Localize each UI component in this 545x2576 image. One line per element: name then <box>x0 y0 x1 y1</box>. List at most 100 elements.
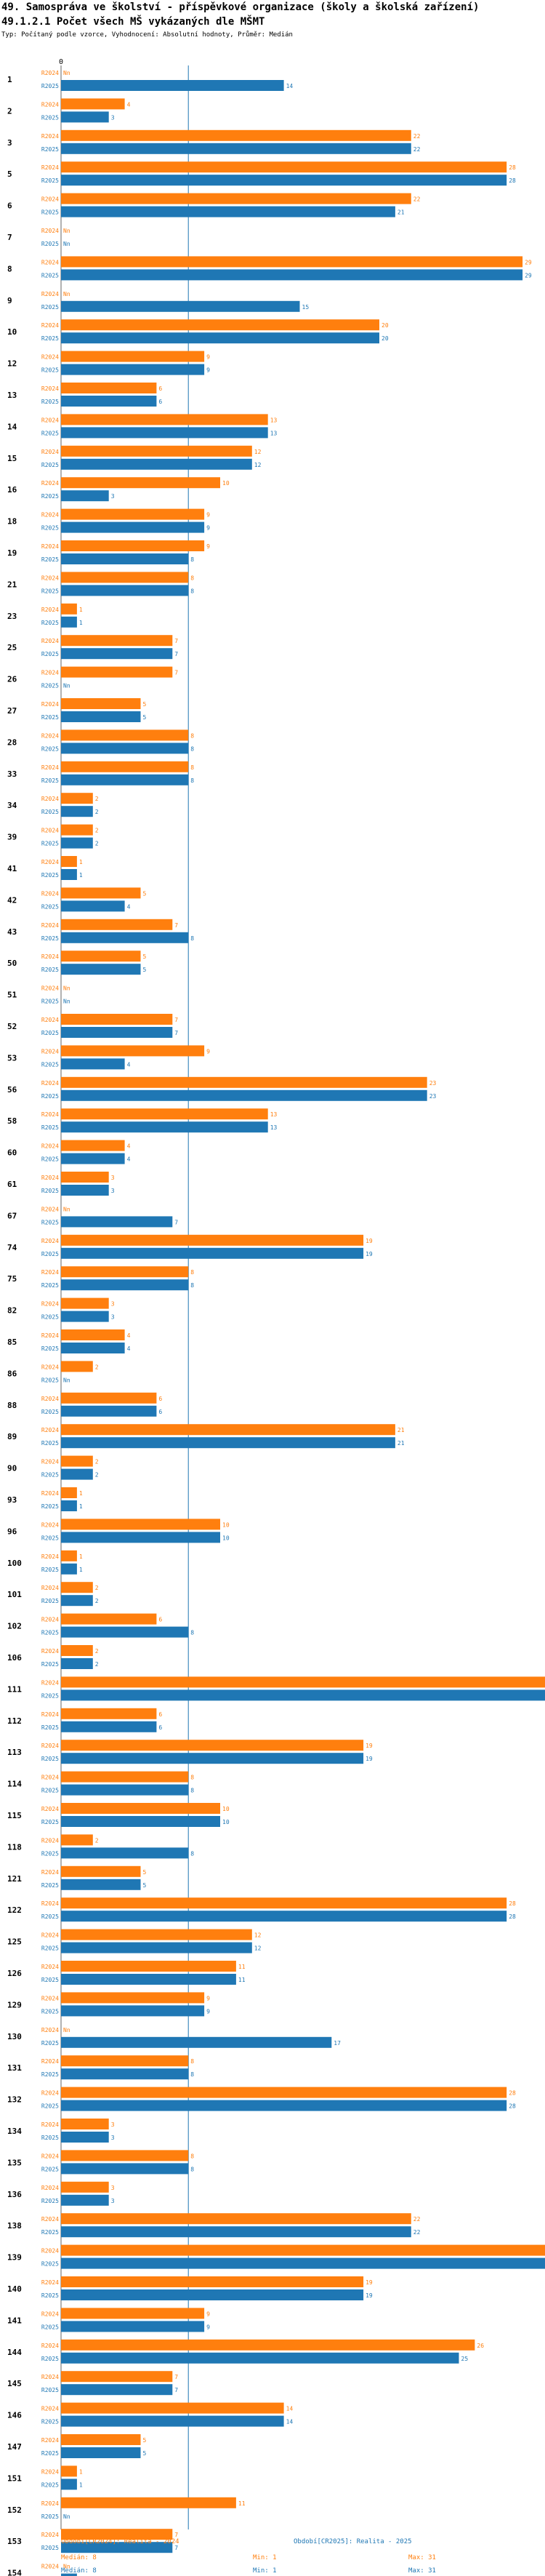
value-label-R2025: 8 <box>190 556 194 563</box>
null-value-label: Nn <box>63 241 70 247</box>
value-label-R2025: 3 <box>111 493 115 500</box>
value-label-R2025: 5 <box>143 1882 147 1889</box>
bar-R2025 <box>61 1279 189 1291</box>
bar-R2024 <box>61 2434 141 2445</box>
series-label-R2024: R2024 <box>41 1427 59 1433</box>
bar-R2024 <box>61 129 411 141</box>
bar-R2024 <box>61 2213 411 2225</box>
series-label-R2025: R2025 <box>41 1567 59 1573</box>
series-label-R2025: R2025 <box>41 2513 59 2520</box>
value-label-R2025: 23 <box>429 1093 437 1100</box>
category-label: 21 <box>7 580 17 589</box>
series-label-R2024: R2024 <box>41 1648 59 1655</box>
series-label-R2025: R2025 <box>41 1788 59 1794</box>
value-label-R2025: 7 <box>174 1030 178 1036</box>
category-label: 129 <box>7 2000 22 2009</box>
bar-R2025 <box>61 1121 268 1133</box>
category-label: 27 <box>7 706 17 716</box>
bar-R2024 <box>61 2402 284 2414</box>
bar-R2025 <box>61 1942 252 1953</box>
bar-R2024 <box>61 1803 220 1814</box>
bar-R2025 <box>61 175 507 186</box>
bar-R2025 <box>61 1784 189 1796</box>
series-label-R2024: R2024 <box>41 2564 59 2570</box>
bar-R2025 <box>61 2352 459 2364</box>
value-label-R2024: 9 <box>206 354 210 361</box>
bar-R2025 <box>61 1185 109 1196</box>
category-label: 125 <box>7 1937 22 1947</box>
bar-R2025 <box>61 2036 332 2048</box>
series-label-R2025: R2025 <box>41 430 59 436</box>
value-label-R2025: 13 <box>270 1124 278 1131</box>
category-label: 106 <box>7 1653 22 1663</box>
series-label-R2025: R2025 <box>41 1251 59 1257</box>
series-label-R2024: R2024 <box>41 1837 59 1844</box>
value-label-R2024: 3 <box>111 1175 115 1181</box>
category-label: 135 <box>7 2158 22 2167</box>
series-label-R2024: R2024 <box>41 101 59 108</box>
category-label: 7 <box>7 233 12 242</box>
series-label-R2024: R2024 <box>41 259 59 265</box>
bar-R2025 <box>61 585 189 596</box>
value-label-R2024: 5 <box>143 2437 147 2444</box>
series-label-R2025: R2025 <box>41 1598 59 1604</box>
value-label-R2024: 11 <box>238 1964 246 1970</box>
bar-R2024 <box>61 1076 427 1088</box>
bar-R2024 <box>61 1897 507 1909</box>
value-label-R2024: 3 <box>111 2185 115 2191</box>
value-label-R2025: 7 <box>174 1219 178 1225</box>
series-label-R2024: R2024 <box>41 1490 59 1497</box>
series-label-R2025: R2025 <box>41 367 59 374</box>
series-label-R2025: R2025 <box>41 525 59 532</box>
series-label-R2024: R2024 <box>41 291 59 297</box>
series-label-R2024: R2024 <box>41 985 59 992</box>
series-label-R2024: R2024 <box>41 2406 59 2412</box>
value-label-R2024: 9 <box>206 543 210 550</box>
series-label-R2025: R2025 <box>41 83 59 89</box>
bar-R2024 <box>61 1740 364 1751</box>
category-label: 25 <box>7 643 17 652</box>
value-label-R2024: 10 <box>222 1521 230 1528</box>
value-label-R2024: 8 <box>190 732 194 739</box>
series-label-R2024: R2024 <box>41 2532 59 2538</box>
bar-R2024 <box>61 1487 77 1498</box>
bar-R2025 <box>61 2163 189 2175</box>
series-label-R2025: R2025 <box>41 2040 59 2047</box>
series-label-R2025: R2025 <box>41 1945 59 1952</box>
series-label-R2024: R2024 <box>41 638 59 644</box>
series-label-R2025: R2025 <box>41 1503 59 1510</box>
series-label-R2025: R2025 <box>41 1314 59 1321</box>
bar-R2025 <box>61 648 173 660</box>
category-label: 23 <box>7 612 17 621</box>
bar-R2024 <box>61 1329 125 1340</box>
series-label-R2024: R2024 <box>41 2027 59 2033</box>
series-label-R2025: R2025 <box>41 2450 59 2457</box>
bar-R2025 <box>61 1532 220 1543</box>
value-label-R2025: 15 <box>302 304 310 311</box>
value-label-R2025: 4 <box>127 1345 131 1352</box>
bar-R2025 <box>61 427 268 439</box>
series-label-R2024: R2024 <box>41 133 59 140</box>
series-label-R2025: R2025 <box>41 651 59 657</box>
value-label-R2025: 2 <box>95 809 99 815</box>
bar-R2025 <box>61 2100 507 2111</box>
bar-R2024 <box>61 1424 395 1436</box>
value-label-R2024: 6 <box>158 1396 162 1402</box>
bar-R2024 <box>61 1582 93 1593</box>
value-label-R2024: 8 <box>190 1775 194 1781</box>
category-label: 89 <box>7 1432 17 1441</box>
category-label: 61 <box>7 1180 17 1189</box>
bar-R2024 <box>61 445 252 457</box>
bar-R2024 <box>61 193 411 204</box>
value-label-R2025: 1 <box>79 2481 83 2488</box>
series-label-R2024: R2024 <box>41 2437 59 2444</box>
category-label: 85 <box>7 1337 17 1347</box>
bar-R2025 <box>61 553 189 564</box>
series-label-R2024: R2024 <box>41 1364 59 1370</box>
bar-R2024 <box>61 1234 364 1246</box>
category-label: 114 <box>7 1780 22 1789</box>
series-label-R2024: R2024 <box>41 1679 59 1686</box>
value-label-R2025: 11 <box>238 1977 246 1983</box>
series-label-R2025: R2025 <box>41 2387 59 2393</box>
series-label-R2024: R2024 <box>41 859 59 865</box>
